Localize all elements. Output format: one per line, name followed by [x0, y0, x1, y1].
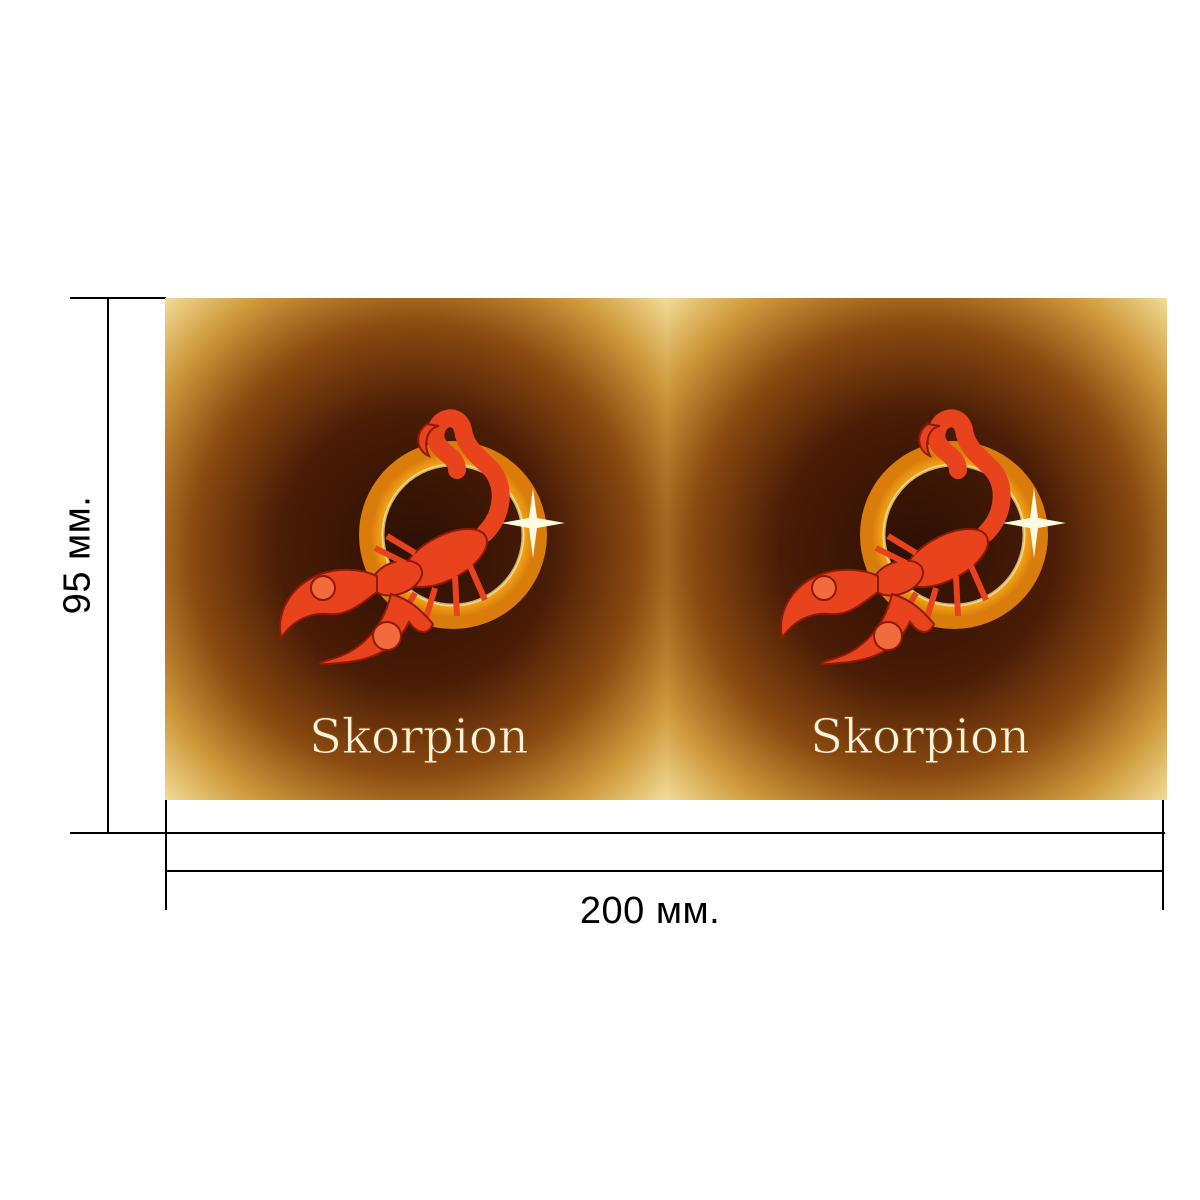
zodiac-artwork: Skorpion	[165, 298, 666, 800]
print-banner: Skorpion	[165, 298, 1167, 800]
zodiac-panel-left: Skorpion	[165, 298, 666, 800]
width-dimension-label: 200 мм.	[579, 890, 721, 932]
zodiac-panel-right: Skorpion	[666, 298, 1167, 800]
zodiac-sign-name: Skorpion	[309, 709, 529, 765]
sparkle-icon	[1002, 488, 1066, 558]
scorpion-icon	[279, 409, 510, 666]
zodiac-artwork: Skorpion	[666, 298, 1167, 800]
height-dimension-label: 95 мм.	[56, 495, 99, 615]
scorpion-icon	[780, 409, 1011, 666]
sparkle-icon	[501, 488, 565, 558]
zodiac-sign-name: Skorpion	[810, 709, 1030, 765]
